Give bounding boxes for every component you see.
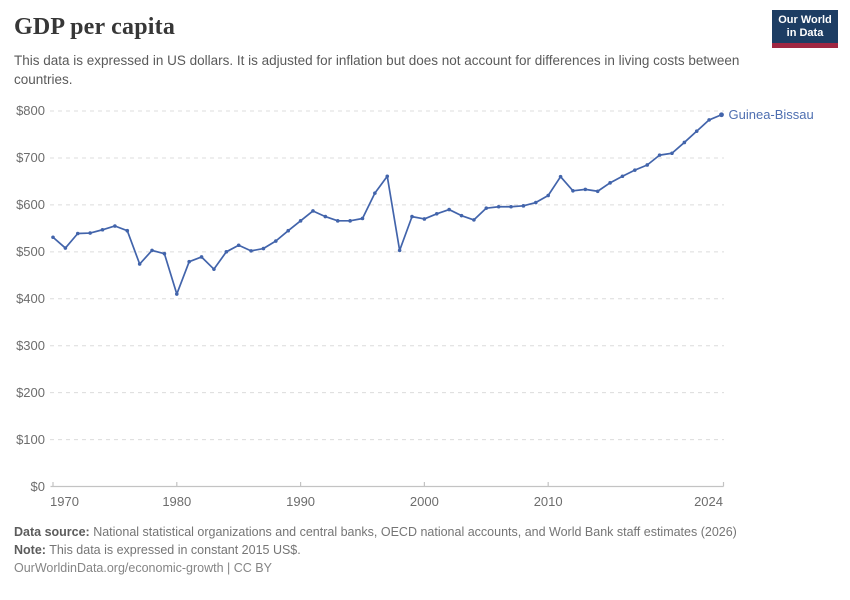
data-point — [719, 112, 724, 118]
data-point — [348, 219, 352, 223]
y-axis-tick-label: $300 — [16, 337, 45, 353]
x-axis-tick-label: 2010 — [533, 494, 563, 509]
data-point — [484, 206, 489, 210]
data-point — [137, 262, 142, 266]
data-point — [249, 249, 253, 253]
note-label: Note: — [14, 543, 46, 557]
page-title: GDP per capita — [14, 14, 176, 40]
data-point — [150, 248, 154, 253]
data-point — [335, 219, 340, 223]
x-axis-tick-label: 1980 — [162, 494, 192, 509]
y-axis-tick-label: $600 — [16, 196, 45, 212]
x-axis-tick-label: 1970 — [50, 494, 79, 509]
data-point — [434, 211, 439, 216]
data-point — [199, 255, 204, 259]
data-point — [274, 239, 278, 243]
logo-line1: Our World — [778, 13, 832, 26]
x-axis-tick-label: 2000 — [409, 494, 439, 509]
data-point — [571, 188, 575, 193]
data-point — [670, 151, 674, 156]
data-point — [113, 224, 117, 228]
data-point — [633, 168, 637, 172]
y-axis-tick-label: $400 — [16, 290, 45, 306]
data-line — [52, 113, 723, 295]
footer-link[interactable]: OurWorldinData.org/economic-growth | CC … — [14, 561, 272, 575]
data-point — [261, 246, 266, 251]
data-point — [707, 118, 711, 122]
data-point — [496, 204, 501, 209]
note-text: This data is expressed in constant 2015 … — [45, 543, 301, 557]
data-point — [298, 219, 303, 223]
data-point — [694, 129, 699, 133]
data-point — [546, 193, 550, 198]
chart-subtitle: This data is expressed in US dollars. It… — [14, 53, 740, 87]
data-point — [447, 207, 451, 212]
note-line: Note: This data is expressed in constant… — [14, 541, 814, 559]
logo-line2: in Data — [786, 26, 824, 39]
data-point — [286, 228, 291, 233]
data-point — [645, 163, 650, 167]
data-point — [620, 174, 625, 179]
x-axis-tick-label: 2024 — [694, 494, 723, 509]
y-axis-tick-label: $700 — [16, 149, 45, 165]
data-point — [373, 191, 377, 195]
data-point — [323, 214, 328, 219]
data-source-text: National statistical organizations and c… — [89, 525, 737, 539]
data-point — [657, 153, 662, 157]
data-point — [162, 251, 167, 256]
data-source-label: Data source: — [14, 525, 90, 539]
data-point — [224, 250, 229, 254]
data-point — [236, 243, 241, 248]
data-point — [422, 217, 427, 221]
data-point — [63, 246, 68, 250]
y-axis-tick-label: $800 — [16, 103, 45, 118]
data-point — [595, 189, 600, 194]
data-point — [472, 218, 476, 222]
data-point — [212, 267, 216, 271]
data-point — [410, 214, 414, 219]
data-point — [534, 200, 538, 205]
chart-footer: Data source: National statistical organi… — [14, 523, 814, 577]
y-axis-tick-label: $200 — [16, 384, 45, 400]
y-axis-tick-label: $0 — [30, 478, 45, 494]
x-axis-tick-label: 1990 — [286, 494, 316, 509]
y-axis-tick-label: $100 — [16, 431, 45, 447]
data-point — [187, 259, 191, 264]
data-point — [88, 231, 92, 235]
data-point — [608, 181, 612, 185]
data-point — [558, 174, 563, 179]
data-point — [397, 248, 402, 253]
data-point — [682, 140, 687, 145]
data-point — [385, 174, 390, 179]
data-point — [521, 204, 526, 208]
data-point — [583, 187, 588, 192]
y-axis-tick-label: $500 — [16, 243, 45, 259]
owid-logo: Our World in Data — [772, 10, 838, 48]
data-point — [360, 216, 365, 221]
data-point — [311, 209, 315, 213]
data-point — [459, 213, 464, 218]
data-point — [75, 231, 80, 236]
data-point — [51, 235, 55, 240]
data-point — [100, 227, 105, 232]
series-end-label: Guinea-Bissau — [728, 106, 814, 122]
data-point — [174, 292, 179, 296]
data-point — [509, 204, 513, 209]
data-source-line: Data source: National statistical organi… — [14, 523, 814, 541]
data-point — [125, 228, 130, 233]
